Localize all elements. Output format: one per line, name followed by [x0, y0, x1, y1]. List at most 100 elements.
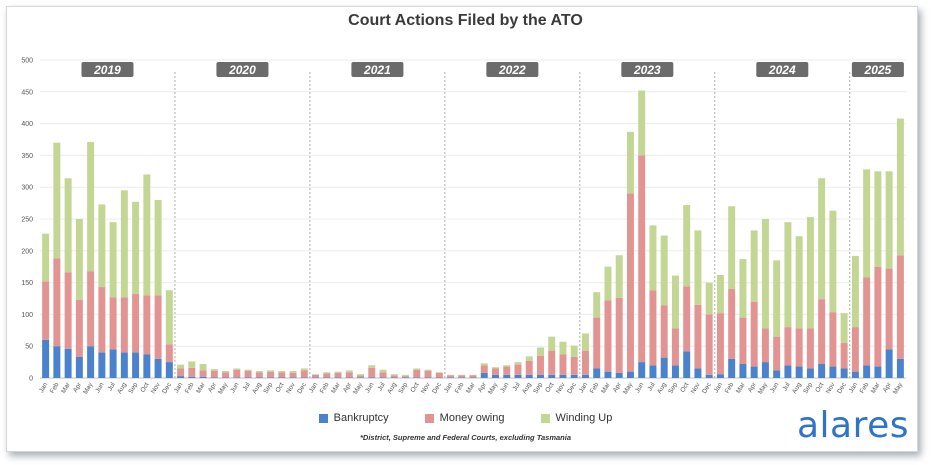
bar-segment-winding-up	[660, 235, 668, 306]
x-tick-label: Sep	[802, 381, 814, 395]
year-label-2024: 2024	[756, 62, 809, 77]
bar-segment-money-owing	[559, 354, 567, 375]
bar-segment-money-owing	[784, 327, 792, 366]
bar-segment-money-owing	[447, 375, 454, 378]
bar-segment-bankruptcy	[177, 376, 185, 378]
year-label-box	[486, 62, 539, 77]
bar-segment-winding-up	[379, 369, 387, 373]
bar-segment-bankruptcy	[98, 352, 106, 378]
bar-segment-winding-up	[255, 371, 263, 373]
bar-segment-bankruptcy	[581, 374, 589, 378]
bar-segment-bankruptcy	[806, 368, 814, 378]
bar-segment-winding-up	[143, 174, 151, 296]
year-label-box	[756, 62, 809, 77]
bar-segment-winding-up	[312, 374, 320, 375]
year-label-2021: 2021	[351, 62, 404, 77]
x-tick-label: Apr	[882, 381, 894, 394]
bar-segment-money-owing	[863, 277, 871, 366]
bar-segment-bankruptcy	[424, 377, 432, 378]
bar-segment-bankruptcy	[604, 371, 612, 378]
bar-segment-money-owing	[739, 317, 747, 365]
bar-segment-winding-up	[671, 275, 679, 329]
bar-segment-money-owing	[514, 364, 522, 375]
x-tick-label: Sep	[397, 381, 409, 395]
bar-segment-winding-up	[638, 90, 646, 156]
bar-segment-money-owing	[761, 328, 769, 363]
x-tick-label: Nov	[690, 381, 702, 395]
legend: Bankruptcy Money owing Winding Up	[0, 412, 931, 424]
bar-segment-bankruptcy	[109, 349, 117, 378]
bar-segment-money-owing	[885, 268, 893, 350]
bar-segment-winding-up	[885, 171, 893, 269]
bar-segment-money-owing	[536, 355, 544, 375]
y-tick-label: 50	[25, 344, 33, 351]
x-tick-label: Aug	[386, 381, 398, 395]
bar-segment-winding-up	[626, 131, 634, 194]
year-label-2023: 2023	[621, 62, 674, 77]
bar-segment-winding-up	[458, 374, 466, 376]
bar-segment-winding-up	[233, 368, 241, 370]
bar-segment-bankruptcy	[312, 377, 320, 378]
bar-segment-winding-up	[840, 313, 848, 344]
x-tick-label: May	[487, 381, 500, 396]
bar-segment-winding-up	[368, 365, 376, 368]
x-tick-label: Oct	[814, 381, 825, 393]
bar-segment-winding-up	[728, 206, 736, 289]
bar-segment-winding-up	[851, 255, 859, 328]
x-tick-label: Aug	[656, 381, 668, 395]
x-tick-label: Jul	[646, 381, 656, 392]
y-tick-label: 150	[21, 280, 33, 287]
bar-segment-bankruptcy	[278, 377, 286, 378]
bar-segment-money-owing	[143, 295, 151, 355]
bar-segment-bankruptcy	[165, 362, 173, 378]
bar-segment-winding-up	[334, 371, 342, 373]
legend-swatch-winding-up	[540, 413, 550, 423]
bar-segment-money-owing	[480, 365, 488, 373]
bar-segment-winding-up	[739, 259, 747, 318]
bar-segment-bankruptcy	[896, 358, 904, 378]
bar-segment-bankruptcy	[435, 377, 443, 378]
bar-segment-money-owing	[615, 297, 623, 373]
year-label-text: 2019	[93, 63, 121, 77]
x-tick-label: Dec	[701, 381, 713, 395]
x-tick-label: Jan	[173, 381, 184, 394]
x-tick-label: Oct	[544, 381, 555, 393]
bar-segment-winding-up	[604, 266, 612, 301]
bar-segment-winding-up	[863, 169, 871, 278]
bar-segment-bankruptcy	[660, 357, 668, 378]
bar-segment-bankruptcy	[480, 372, 488, 378]
bar-segment-winding-up	[705, 282, 713, 315]
legend-label-winding-up: Winding Up	[555, 412, 613, 424]
bar-segment-money-owing	[42, 281, 50, 340]
bar-segment-money-owing	[402, 376, 410, 378]
bar-segment-money-owing	[671, 328, 679, 366]
bar-segment-winding-up	[795, 236, 803, 329]
bar-segment-bankruptcy	[267, 377, 275, 378]
bar-segment-money-owing	[818, 299, 826, 365]
bar-segment-bankruptcy	[188, 376, 196, 378]
bar-segment-money-owing	[750, 301, 758, 367]
bar-segment-bankruptcy	[402, 377, 410, 378]
bar-segment-money-owing	[300, 370, 308, 378]
bar-segment-money-owing	[379, 372, 387, 378]
bar-segment-money-owing	[323, 373, 331, 378]
x-tick-label: Feb	[184, 381, 196, 395]
x-tick-label: Jun	[769, 381, 780, 394]
y-tick-label: 350	[21, 153, 33, 160]
x-tick-label: Mar	[465, 381, 477, 395]
bar-segment-winding-up	[683, 205, 691, 287]
bar-segment-money-owing	[840, 343, 848, 369]
bar-segment-winding-up	[492, 367, 499, 369]
bar-segment-bankruptcy	[683, 351, 691, 378]
bar-segment-bankruptcy	[323, 377, 331, 378]
bar-segment-money-owing	[334, 372, 342, 378]
bar-segment-money-owing	[660, 305, 668, 358]
year-label-2022: 2022	[486, 62, 539, 77]
bar-segment-winding-up	[345, 370, 353, 373]
bar-segment-bankruptcy	[548, 374, 556, 378]
x-tick-label: Jun	[94, 381, 105, 394]
bar-segment-bankruptcy	[649, 365, 657, 378]
bar-segment-money-owing	[435, 372, 443, 378]
bar-segment-bankruptcy	[390, 377, 398, 378]
x-tick-label: Apr	[72, 381, 84, 394]
